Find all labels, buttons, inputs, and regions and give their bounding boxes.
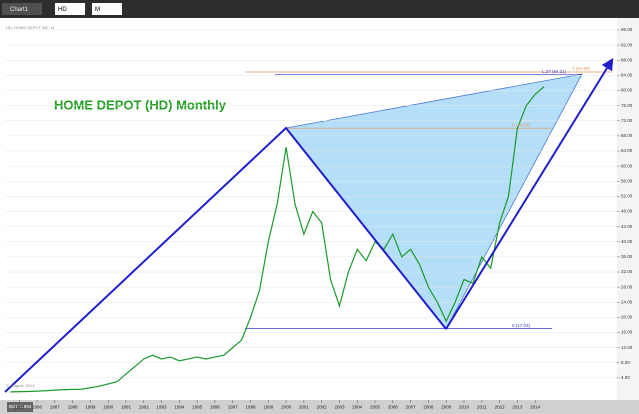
x-tick-label: 1985	[14, 405, 25, 410]
tab[interactable]	[2, 3, 42, 15]
trend-arrow	[4, 126, 447, 393]
y-tick-label: 8.00	[621, 360, 630, 365]
x-axis-panel	[0, 400, 639, 414]
x-tick-label: 2002	[317, 405, 328, 410]
x-tick-label: 2003	[334, 405, 345, 410]
x-tick-label: 1988	[68, 405, 79, 410]
y-tick-label: 4.00	[621, 375, 630, 380]
y-tick-label: 52.00	[621, 194, 633, 199]
x-tick-label: 1992	[139, 405, 150, 410]
y-tick-label: 20.00	[621, 315, 633, 320]
y-tick-label: 12.00	[621, 345, 633, 350]
y-tick-label: 92.00	[621, 42, 633, 47]
level-label: 1 (84.90)	[572, 66, 591, 71]
tab-label: Chart1	[10, 7, 29, 13]
interval: M	[95, 7, 100, 13]
x-tick-label: 1989	[85, 405, 96, 410]
y-tick-label: 80.00	[621, 88, 633, 93]
y-tick-label: 32.00	[621, 269, 633, 274]
y-tick-label: 36.00	[621, 254, 633, 259]
y-tick-label: 28.00	[621, 284, 633, 289]
x-tick-label: 2009	[441, 405, 452, 410]
x-tick-label: 1987	[50, 405, 61, 410]
x-tick-label: 1990	[103, 405, 114, 410]
price-line	[10, 86, 545, 393]
x-tick-label: 2000	[281, 405, 292, 410]
y-tick-label: 84.00	[621, 73, 633, 78]
level-label: 0 (17.03)	[512, 323, 531, 328]
x-tick-label: 1999	[263, 405, 274, 410]
toolbar	[0, 0, 639, 18]
header: HD, HOME DEPOT INC, M	[6, 25, 54, 30]
x-tick-label: 1998	[246, 405, 257, 410]
x-tick-label: 2007	[406, 405, 417, 410]
x-tick-label: 2013	[512, 405, 523, 410]
y-tick-label: 88.00	[621, 57, 633, 62]
y-tick-label: 96.00	[621, 27, 633, 32]
x-tick-label: 2012	[495, 405, 506, 410]
x-tick-label: 2006	[388, 405, 399, 410]
y-tick-label: 40.00	[621, 239, 633, 244]
x-tick-label: 1995	[192, 405, 203, 410]
level-label: L.27 (84.21)	[542, 69, 567, 74]
cursor-date: 05/31/1984	[9, 404, 32, 409]
x-tick-label: 2008	[423, 405, 434, 410]
y-tick-label: 16.00	[621, 330, 633, 335]
y-tick-label: 24.00	[621, 299, 633, 304]
x-tick-label: 2001	[299, 405, 310, 410]
y-tick-label: 60.00	[621, 163, 633, 168]
trend-arrow	[445, 57, 614, 330]
x-tick-label: 2010	[459, 405, 470, 410]
x-tick-label: 2004	[352, 405, 363, 410]
y-tick-label: 64.00	[621, 148, 633, 153]
credit: © eSignal, 2014	[6, 383, 35, 388]
x-tick-label: 1986	[32, 405, 43, 410]
y-tick-label: 76.00	[621, 103, 633, 108]
x-tick-label: 2014	[530, 405, 541, 410]
x-tick-label: 1996	[210, 405, 221, 410]
level-label: 0 (70.03)	[512, 122, 531, 127]
y-tick-label: 48.00	[621, 209, 633, 214]
chart-title: HOME DEPOT (HD) Monthly	[54, 97, 227, 112]
interval-box[interactable]	[92, 3, 122, 15]
symbol: HD	[58, 7, 67, 13]
y-tick-label: 68.00	[621, 133, 633, 138]
x-tick-label: 1991	[121, 405, 132, 410]
symbol-box[interactable]	[55, 3, 85, 15]
x-tick-label: 1997	[228, 405, 239, 410]
x-tick-label: 1994	[174, 405, 185, 410]
y-tick-label: 72.00	[621, 118, 633, 123]
y-tick-label: 44.00	[621, 224, 633, 229]
x-tick-label: 2011	[477, 405, 487, 410]
x-tick-label: 2005	[370, 405, 381, 410]
cursor-box	[7, 402, 33, 412]
y-tick-label: 56.00	[621, 178, 633, 183]
y-axis-panel	[617, 18, 639, 400]
x-tick-label: 1993	[157, 405, 168, 410]
